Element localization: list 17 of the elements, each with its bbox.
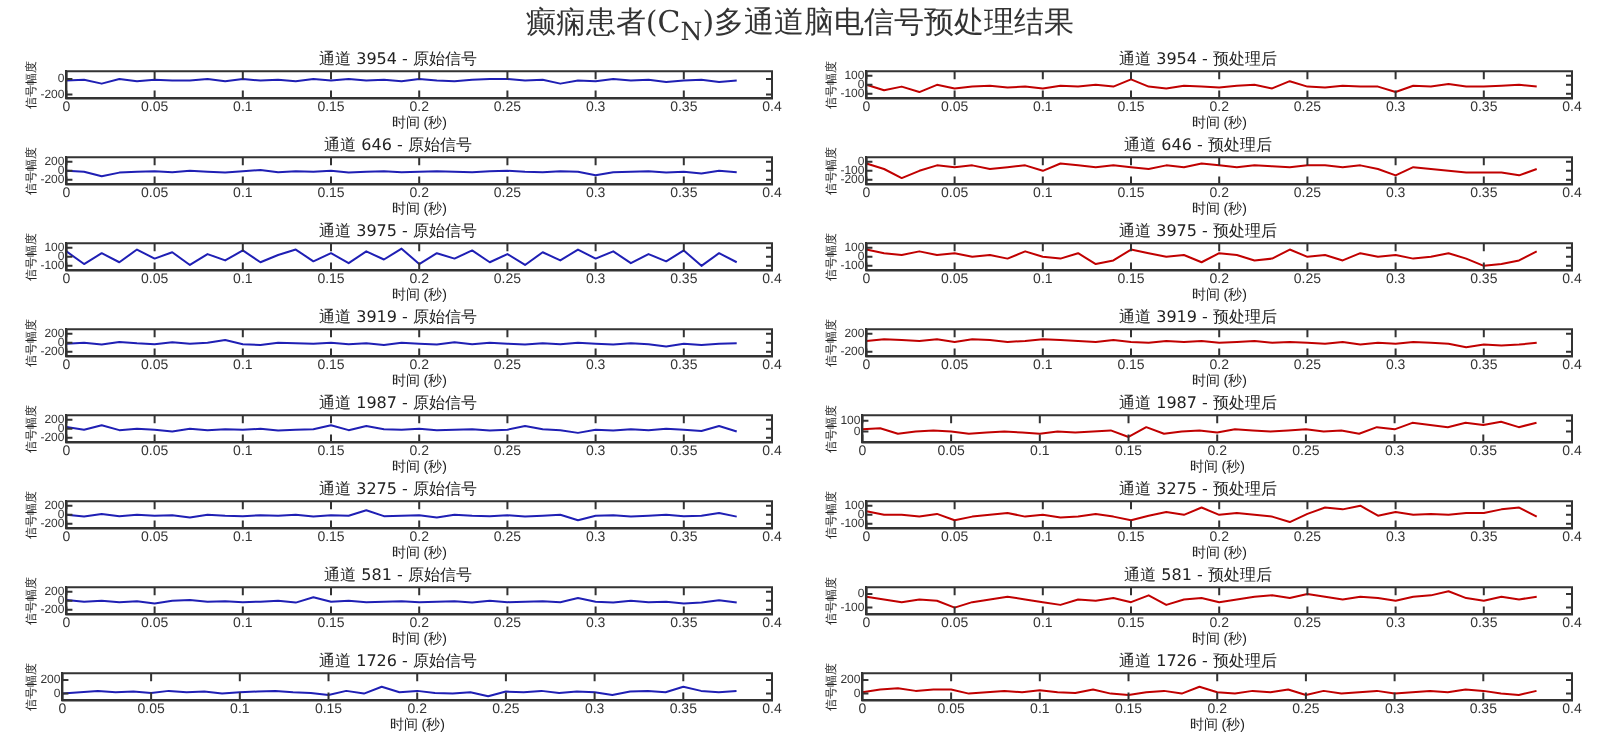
chart-title: 通道 646 - 预处理后: [1124, 135, 1272, 154]
chart-title: 通道 1987 - 原始信号: [319, 393, 477, 412]
chart-title: 通道 581 - 预处理后: [1124, 565, 1272, 584]
chart-title: 通道 3919 - 原始信号: [319, 307, 477, 326]
chart-title: 通道 1726 - 原始信号: [319, 651, 477, 670]
chart-title: 通道 3975 - 预处理后: [1119, 221, 1277, 240]
chart-title: 通道 3275 - 预处理后: [1119, 479, 1277, 498]
text: 癫痫患者(C$_{N}$)多通道脑电信号预处理结果: [523, 4, 1077, 46]
chart-title: 通道 3954 - 原始信号: [319, 49, 477, 68]
chart-title: 通道 3975 - 原始信号: [319, 221, 477, 240]
chart-title: 通道 581 - 原始信号: [324, 565, 472, 584]
chart-title: 通道 646 - 原始信号: [324, 135, 472, 154]
chart-title: 通道 3954 - 预处理后: [1119, 49, 1277, 68]
chart-title: 通道 1987 - 预处理后: [1119, 393, 1277, 412]
chart-title: 通道 3919 - 预处理后: [1119, 307, 1277, 326]
chart-title: 通道 1726 - 预处理后: [1119, 651, 1277, 670]
chart-title: 通道 3275 - 原始信号: [319, 479, 477, 498]
